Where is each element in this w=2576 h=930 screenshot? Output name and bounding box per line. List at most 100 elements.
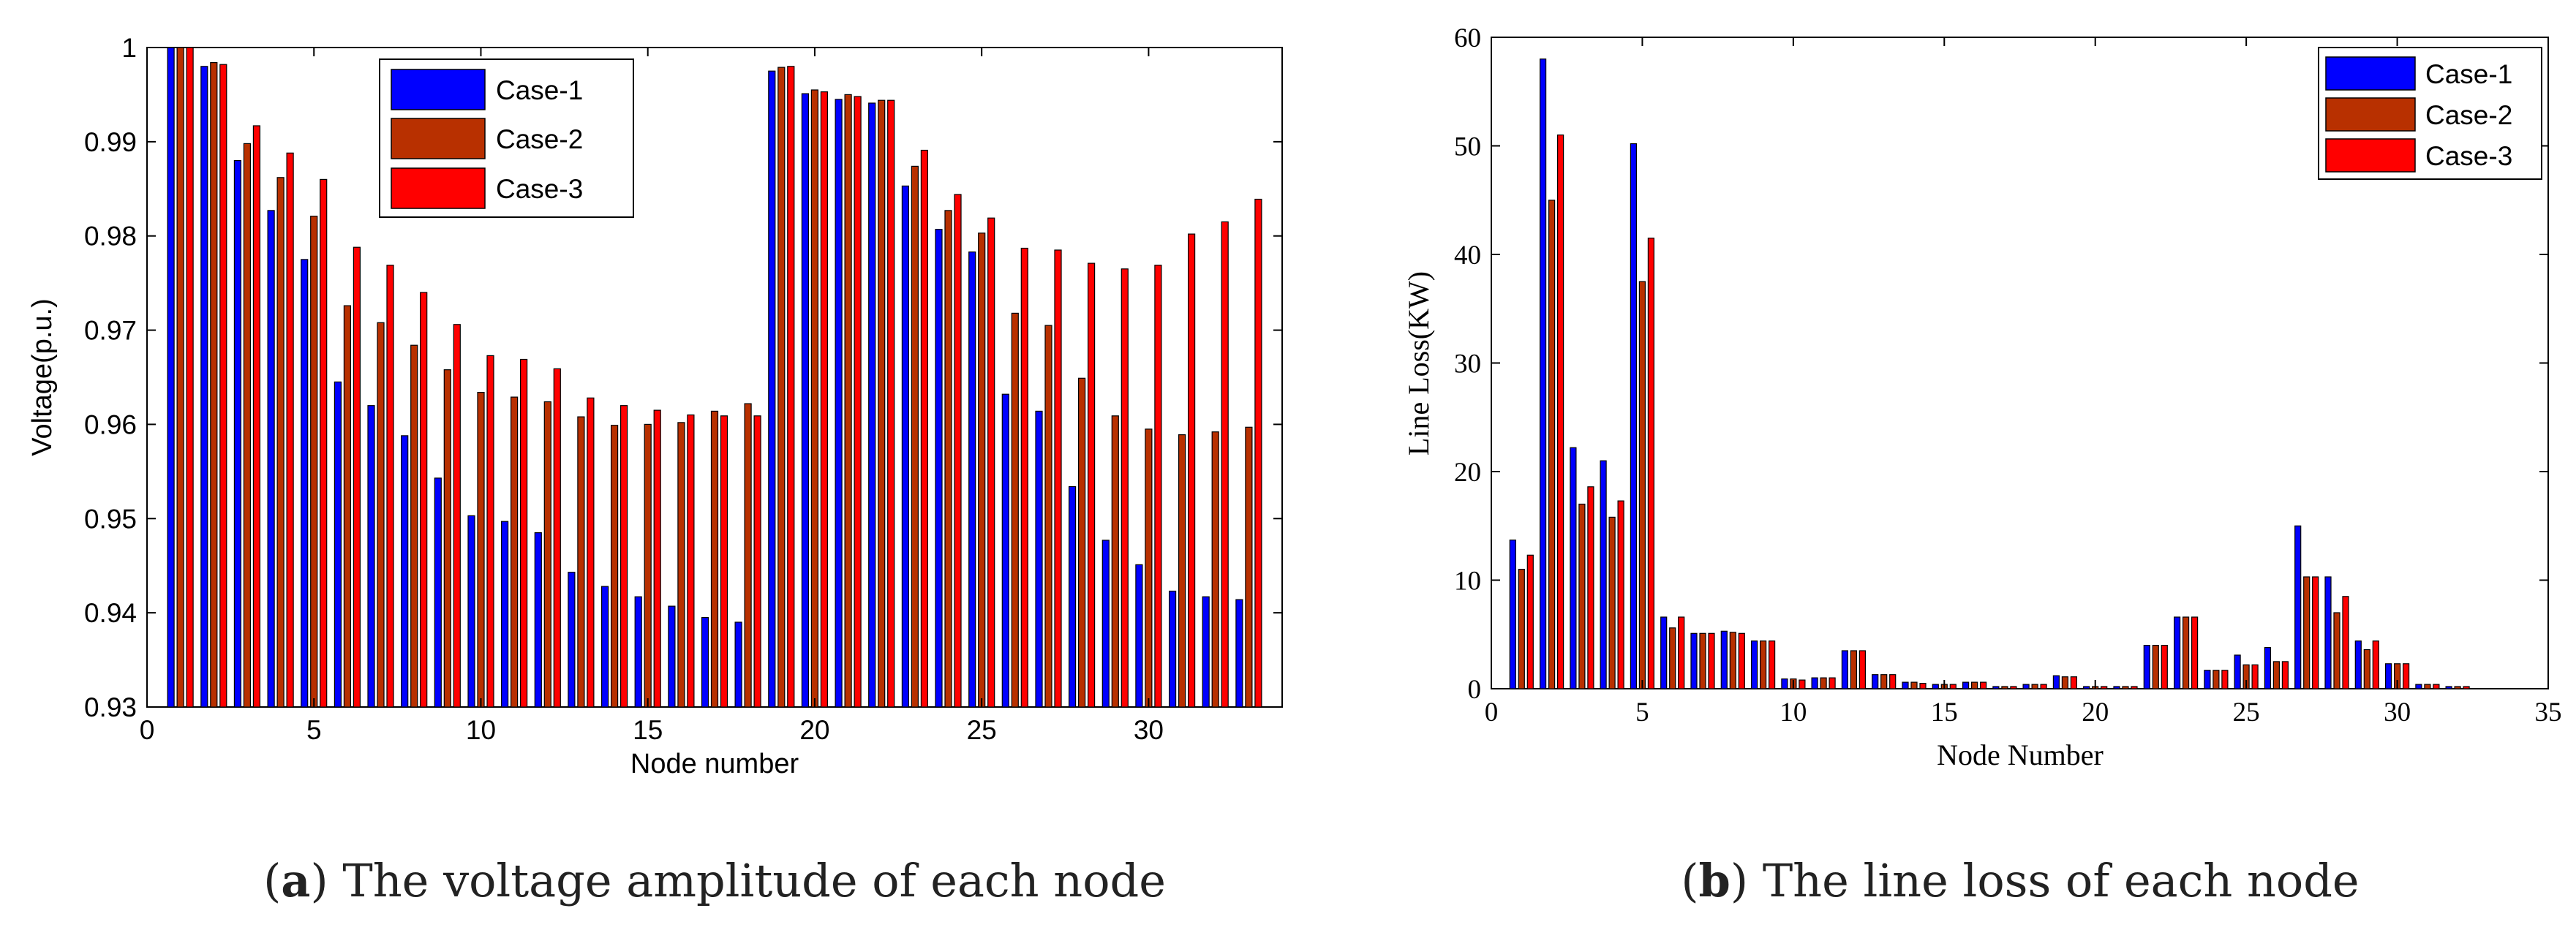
bar-voltage-case2-node-31 — [1178, 434, 1186, 708]
line-loss-xtick-label: 25 — [2233, 698, 2260, 727]
bar-line-loss-case3-node-19 — [2070, 676, 2077, 689]
bar-voltage-case1-node-20 — [801, 93, 810, 708]
line-loss-ticks: 0 5 10 15 20 25 30 35 0 10 20 30 40 50 60 — [1454, 23, 2562, 727]
voltage-xtick-label: 20 — [799, 715, 829, 745]
bar-line-loss-case2-node-22 — [2152, 644, 2159, 689]
bar-line-loss-case3-node-14 — [1919, 682, 1927, 689]
bar-line-loss-case2-node-9 — [1760, 640, 1767, 689]
line-loss-ytick-label: 50 — [1454, 132, 1481, 162]
bar-voltage-case3-node-31 — [1187, 233, 1196, 708]
line-loss-legend-swatch-case3 — [2325, 138, 2416, 173]
bar-line-loss-case2-node-8 — [1729, 632, 1736, 689]
bar-line-loss-case3-node-23 — [2191, 616, 2199, 689]
bar-voltage-case3-node-24 — [954, 194, 962, 708]
bar-voltage-case2-node-29 — [1111, 415, 1119, 708]
bar-voltage-case3-node-25 — [987, 217, 995, 708]
bar-line-loss-case1-node-20 — [2083, 686, 2090, 689]
voltage-xtick-label: 15 — [633, 715, 663, 745]
voltage-ytick-label: 0.97 — [84, 316, 137, 346]
bar-voltage-case1-node-15 — [634, 596, 642, 708]
bar-line-loss-case3-node-32 — [2463, 686, 2470, 689]
bar-voltage-case3-node-15 — [653, 409, 661, 708]
bar-voltage-case1-node-24 — [935, 229, 943, 708]
bar-line-loss-case3-node-30 — [2403, 663, 2410, 689]
bar-line-loss-case1-node-31 — [2415, 684, 2422, 689]
bar-line-loss-case1-node-30 — [2385, 663, 2392, 689]
voltage-legend-label-case1: Case-1 — [496, 75, 583, 105]
bar-voltage-case3-node-28 — [1087, 262, 1096, 708]
voltage-legend-swatch-case2 — [391, 118, 486, 159]
bar-line-loss-case1-node-26 — [2264, 646, 2271, 689]
bar-voltage-case3-node-13 — [587, 397, 595, 708]
bar-line-loss-case3-node-1 — [1526, 554, 1534, 689]
bar-voltage-case1-node-5 — [301, 259, 309, 708]
bar-voltage-case1-node-8 — [401, 435, 409, 708]
voltage-legend-swatch-case3 — [391, 167, 486, 209]
line-loss-ytick-label: 0 — [1468, 675, 1482, 705]
bar-voltage-case2-node-20 — [810, 89, 819, 708]
line-loss-y-axis-label: Line Loss(KW) — [1402, 271, 1435, 455]
bar-line-loss-case2-node-24 — [2212, 670, 2220, 689]
bar-voltage-case2-node-32 — [1211, 431, 1219, 708]
bar-line-loss-case1-node-19 — [2052, 675, 2060, 689]
voltage-legend: Case-1 Case-2 Case-3 — [379, 58, 634, 218]
bar-line-loss-case1-node-3 — [1570, 447, 1577, 689]
bar-line-loss-case2-node-2 — [1548, 200, 1556, 689]
voltage-xtick-label: 0 — [140, 715, 155, 745]
bar-line-loss-case1-node-1 — [1509, 539, 1516, 689]
bar-voltage-case2-node-28 — [1077, 377, 1086, 708]
bar-voltage-case2-node-26 — [1011, 312, 1019, 708]
bar-voltage-case1-node-27 — [1035, 410, 1043, 708]
bar-line-loss-case1-node-6 — [1660, 616, 1668, 689]
bar-voltage-case1-node-21 — [835, 99, 843, 708]
line-loss-ytick-label: 20 — [1454, 458, 1481, 488]
bar-line-loss-case2-node-5 — [1638, 281, 1646, 689]
bar-line-loss-case3-node-22 — [2161, 644, 2168, 689]
bar-line-loss-case1-node-9 — [1751, 640, 1758, 689]
bar-voltage-case1-node-1 — [167, 47, 175, 708]
line-loss-xtick-label: 30 — [2384, 698, 2411, 727]
bar-line-loss-case2-node-6 — [1669, 627, 1676, 689]
bar-voltage-case1-node-7 — [367, 405, 375, 708]
bar-voltage-case1-node-18 — [734, 621, 742, 708]
bar-voltage-case2-node-15 — [644, 423, 652, 708]
bar-voltage-case1-node-14 — [600, 586, 609, 708]
bar-voltage-case2-node-3 — [243, 143, 251, 708]
bar-line-loss-case2-node-26 — [2272, 661, 2280, 689]
bar-line-loss-case3-node-3 — [1587, 486, 1594, 689]
bar-line-loss-case1-node-25 — [2234, 654, 2241, 689]
bar-voltage-case1-node-2 — [200, 66, 208, 708]
voltage-xtick-label: 5 — [306, 715, 322, 745]
bar-line-loss-case3-node-20 — [2101, 686, 2108, 689]
bar-voltage-case3-node-23 — [920, 149, 929, 708]
line-loss-caption: (b) The line loss of each node — [1681, 854, 2359, 907]
bar-line-loss-case2-node-17 — [2001, 686, 2008, 689]
bar-voltage-case1-node-6 — [334, 381, 342, 708]
bar-voltage-case2-node-6 — [343, 305, 351, 708]
line-loss-xtick-label: 15 — [1931, 698, 1958, 727]
bar-line-loss-case2-node-14 — [1910, 681, 1918, 689]
line-loss-xtick-label: 20 — [2082, 698, 2109, 727]
bar-line-loss-case1-node-24 — [2204, 670, 2211, 689]
bar-voltage-case2-node-1 — [176, 47, 184, 708]
bar-voltage-case1-node-23 — [901, 185, 910, 708]
bar-voltage-case3-node-4 — [286, 152, 294, 708]
bar-line-loss-case3-node-5 — [1647, 238, 1654, 689]
bar-line-loss-case1-node-13 — [1872, 674, 1879, 689]
bar-voltage-case2-node-23 — [911, 165, 919, 708]
bar-voltage-case1-node-26 — [1001, 393, 1009, 708]
bar-voltage-case2-node-10 — [477, 391, 485, 708]
bar-voltage-case2-node-13 — [577, 416, 585, 708]
bar-voltage-case3-node-21 — [854, 96, 862, 708]
bar-line-loss-case2-node-27 — [2303, 576, 2311, 689]
line-loss-legend-swatch-case2 — [2325, 97, 2416, 132]
bar-line-loss-case2-node-11 — [1820, 677, 1827, 689]
bar-voltage-case1-node-16 — [668, 605, 676, 708]
bar-voltage-case1-node-9 — [434, 477, 442, 708]
bar-voltage-case3-node-27 — [1054, 249, 1062, 708]
voltage-ytick-label: 0.99 — [84, 127, 137, 157]
bar-line-loss-case3-node-16 — [1980, 681, 1987, 689]
bar-voltage-case1-node-32 — [1202, 596, 1210, 708]
bar-line-loss-case3-node-17 — [2010, 686, 2017, 689]
